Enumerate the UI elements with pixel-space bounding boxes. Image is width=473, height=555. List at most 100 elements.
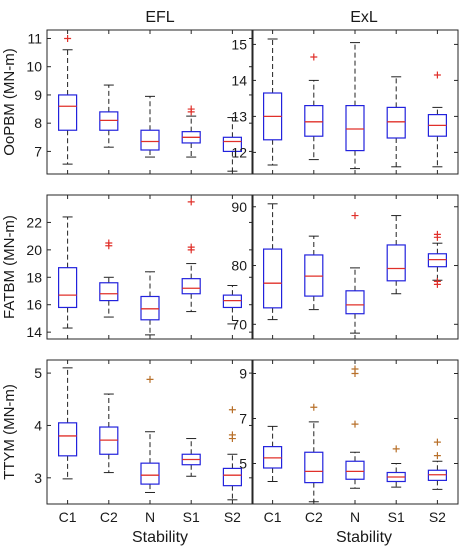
iqr-box: [345, 290, 365, 315]
y-tick-label: 9: [239, 366, 247, 382]
x-tick-label-c1: C1: [264, 509, 282, 525]
iqr-box: [99, 282, 119, 302]
iqr-box: [304, 451, 324, 484]
outlier-point: [351, 365, 359, 373]
x-tick-label-s2: S2: [429, 509, 446, 525]
panel-oopbm-exl: 12 13 14 15: [231, 29, 459, 175]
outlier-point: [351, 212, 359, 220]
box-c1: [263, 203, 283, 321]
outlier-point: [228, 431, 236, 439]
iqr-box: [345, 460, 365, 480]
y-axis-title: TTYM (MN-m): [1, 384, 18, 480]
box-s2: [222, 406, 242, 501]
outlier-point: [310, 53, 318, 61]
y-tick-label: 12: [231, 144, 247, 160]
box-c1: [57, 34, 78, 165]
iqr-box: [345, 104, 365, 152]
x-tick-label-s2: S2: [224, 509, 241, 525]
box-s2: [427, 71, 447, 168]
y-tick-label: 5: [239, 456, 247, 472]
box-n: [345, 365, 365, 489]
iqr-box: [57, 267, 78, 309]
iqr-box: [222, 467, 242, 487]
iqr-box: [57, 422, 78, 457]
y-tick-label: 15: [231, 36, 247, 52]
iqr-box: [222, 294, 242, 309]
box-n: [140, 95, 160, 158]
y-tick-label: 70: [231, 316, 247, 332]
box-s1: [386, 445, 406, 488]
outlier-point: [187, 105, 195, 113]
y-tick-label: 4: [34, 417, 42, 433]
box-s2: [222, 285, 242, 325]
column-title-efl: EFL: [145, 9, 174, 26]
iqr-box: [140, 462, 160, 485]
box-s1: [386, 215, 406, 295]
box-s1: [386, 76, 406, 168]
box-s1: [181, 105, 201, 158]
y-axis-title: OoPBM (MN-m): [1, 48, 18, 156]
y-tick-label: 9: [34, 87, 42, 103]
outlier-point: [64, 34, 72, 42]
outlier-point: [310, 403, 318, 411]
box-s2: [427, 438, 447, 490]
x-tick-label-c2: C2: [305, 509, 323, 525]
iqr-box: [222, 136, 242, 153]
y-tick-label: 14: [231, 72, 247, 88]
x-tick-label-s1: S1: [183, 509, 200, 525]
x-tick-label-n: N: [145, 509, 155, 525]
outlier-point: [228, 406, 236, 414]
box-c2: [99, 84, 119, 148]
box-c1: [263, 38, 283, 166]
outlier-point: [351, 420, 359, 428]
iqr-box: [99, 111, 119, 131]
box-n: [140, 375, 160, 493]
y-tick-label: 16: [26, 297, 42, 313]
iqr-box: [386, 106, 406, 139]
x-axis-title-left: Stability: [132, 529, 188, 546]
y-tick-label: 90: [231, 199, 247, 215]
box-c2: [99, 239, 119, 318]
y-tick-label: 14: [26, 324, 42, 340]
y-tick-label: 7: [239, 411, 247, 427]
y-tick-label: 3: [34, 470, 42, 486]
y-tick-label: 10: [26, 59, 42, 75]
y-tick-label: 13: [231, 108, 247, 124]
x-tick-label-c1: C1: [59, 509, 77, 525]
outlier-point: [105, 239, 113, 247]
outlier-point: [433, 277, 441, 285]
outlier-point: [146, 375, 154, 383]
panel-ttym-efl: 3 4 5 C1 C2 N S1 S2 TTYM (MN-m): [1, 359, 254, 525]
box-s2: [427, 230, 447, 288]
panel-fatbm-exl: 70 80 90: [231, 194, 459, 340]
box-c2: [304, 403, 324, 503]
box-n: [345, 212, 365, 334]
box-c1: [57, 216, 78, 329]
iqr-box: [304, 104, 324, 137]
iqr-box: [386, 244, 406, 282]
box-c2: [304, 53, 324, 161]
x-tick-label-s1: S1: [388, 509, 405, 525]
outlier-point: [187, 198, 195, 206]
outlier-point: [433, 452, 441, 460]
box-s1: [181, 438, 201, 477]
outlier-point: [433, 71, 441, 79]
y-tick-label: 7: [34, 143, 42, 159]
y-tick-label: 11: [27, 30, 42, 46]
box-c1: [57, 367, 78, 480]
y-axis-title: FATBM (MN-m): [1, 215, 18, 319]
outlier-point: [433, 438, 441, 446]
y-tick-label: 8: [34, 115, 42, 131]
box-c1: [263, 425, 283, 482]
column-title-exl: ExL: [350, 9, 378, 26]
y-tick-label: 22: [26, 214, 42, 230]
outlier-point: [187, 243, 195, 251]
box-n: [345, 42, 365, 170]
iqr-box: [181, 278, 201, 295]
panel-oopbm-efl: 7 8 9 10 11 OoPBM (MN-m): [1, 29, 254, 175]
x-axis-title-right: Stability: [336, 529, 392, 546]
iqr-box: [140, 295, 160, 321]
axes-frame: [46, 194, 254, 340]
